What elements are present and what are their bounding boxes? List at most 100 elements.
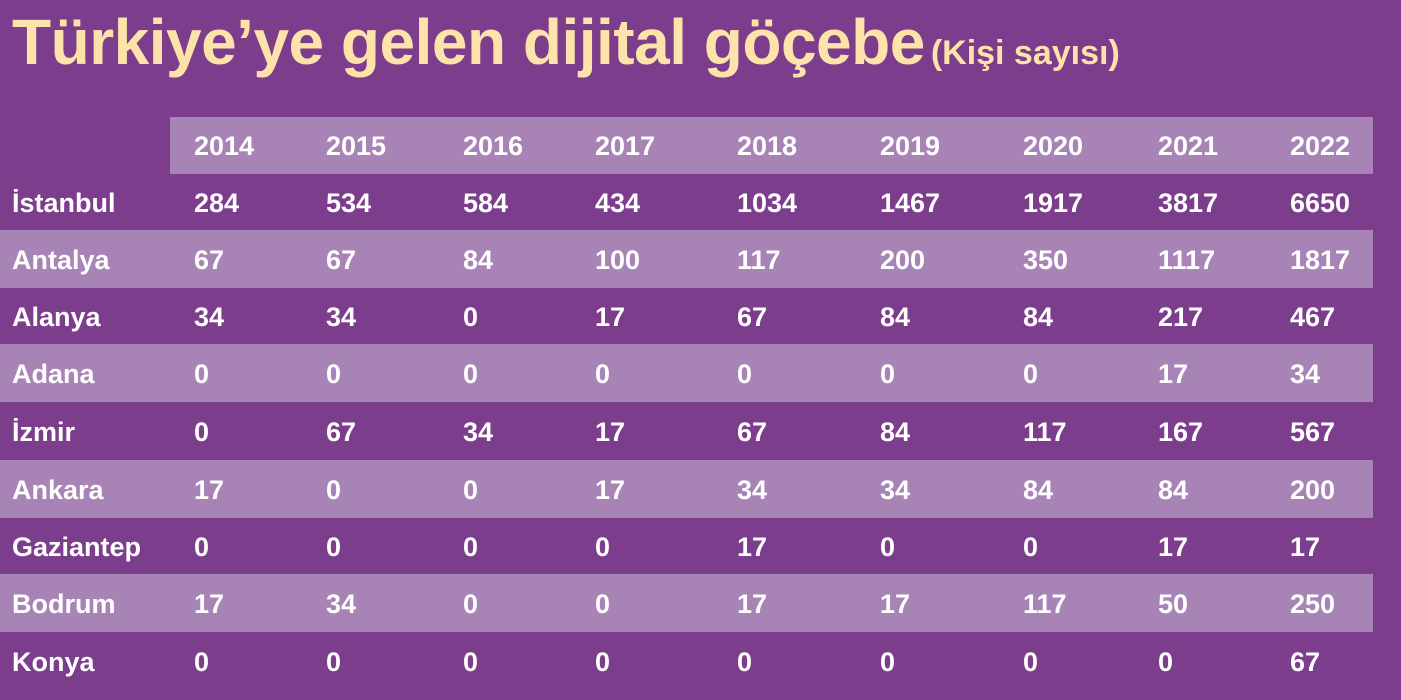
table-cell: 0 (880, 532, 896, 562)
table-cell: 350 (1023, 245, 1069, 275)
table-cell: 0 (1023, 359, 1039, 389)
table-cell: 17 (595, 302, 626, 332)
table-cell: 0 (595, 359, 611, 389)
table-cell: 167 (1158, 417, 1204, 447)
table-cell: 0 (595, 589, 611, 619)
table-cell: 0 (737, 647, 753, 677)
table-cell: 84 (880, 417, 911, 447)
table-cell: 0 (326, 359, 342, 389)
table-cell: 67 (194, 245, 225, 275)
table-cell: 6650 (1290, 188, 1351, 218)
table-cell: 34 (326, 302, 357, 332)
column-header: 2018 (737, 131, 798, 161)
table-cell: 34 (737, 475, 768, 505)
table-cell: 50 (1158, 589, 1189, 619)
row-label: Antalya (12, 245, 110, 275)
chart-title: Türkiye’ye gelen dijital göçebe (Kişi say… (12, 10, 1120, 74)
table-cell: 1034 (737, 188, 798, 218)
table-cell: 200 (1290, 475, 1336, 505)
table-cell: 0 (1023, 647, 1039, 677)
table-cell: 84 (463, 245, 494, 275)
table-cell: 0 (463, 532, 479, 562)
row-label: Adana (12, 359, 95, 389)
table-cell: 0 (463, 647, 479, 677)
table-cell: 567 (1290, 417, 1336, 447)
table-cell: 0 (880, 647, 896, 677)
table-cell: 67 (326, 417, 357, 447)
table-cell: 0 (194, 359, 210, 389)
table-cell: 0 (326, 475, 342, 505)
row-label: Bodrum (12, 589, 116, 619)
table-cell: 17 (595, 417, 626, 447)
table-cell: 34 (326, 589, 357, 619)
row-label: İzmir (12, 417, 76, 447)
row-label: İstanbul (12, 188, 116, 218)
table-cell: 0 (463, 302, 479, 332)
table-cell: 0 (194, 417, 210, 447)
table-cell: 0 (880, 359, 896, 389)
title-main: Türkiye’ye gelen dijital göçebe (12, 6, 925, 78)
table-cell: 584 (463, 188, 509, 218)
table-cell: 0 (1158, 647, 1174, 677)
table-cell: 67 (326, 245, 357, 275)
table-cell: 0 (463, 589, 479, 619)
table-cell: 17 (880, 589, 911, 619)
table-cell: 17 (595, 475, 626, 505)
table-cell: 67 (1290, 647, 1321, 677)
table-cell: 17 (194, 475, 225, 505)
table-cell: 34 (880, 475, 911, 505)
table-cell: 17 (737, 589, 768, 619)
column-header: 2017 (595, 131, 656, 161)
row-label: Gaziantep (12, 532, 142, 562)
table-cell: 34 (194, 302, 225, 332)
table-cell: 0 (326, 532, 342, 562)
table-cell: 0 (326, 647, 342, 677)
table-cell: 17 (1290, 532, 1321, 562)
table-cell: 84 (1023, 475, 1054, 505)
column-header: 2016 (463, 131, 524, 161)
table-cell: 34 (463, 417, 494, 447)
row-band (0, 574, 1373, 632)
column-header: 2014 (194, 131, 255, 161)
row-band (0, 344, 1373, 402)
table-cell: 0 (1023, 532, 1039, 562)
table-cell: 67 (737, 417, 768, 447)
table-cell: 284 (194, 188, 240, 218)
table-cell: 434 (595, 188, 641, 218)
row-label: Konya (12, 647, 95, 677)
table-cell: 3817 (1158, 188, 1219, 218)
table-cell: 250 (1290, 589, 1336, 619)
table-cell: 1817 (1290, 245, 1351, 275)
table-cell: 100 (595, 245, 641, 275)
column-header: 2020 (1023, 131, 1084, 161)
table-cell: 34 (1290, 359, 1321, 389)
table-cell: 67 (737, 302, 768, 332)
table-cell: 117 (737, 245, 781, 275)
table-cell: 467 (1290, 302, 1336, 332)
table-cell: 84 (1158, 475, 1189, 505)
table-cell: 0 (463, 359, 479, 389)
column-header: 2019 (880, 131, 941, 161)
table-cell: 17 (194, 589, 225, 619)
row-band (0, 460, 1373, 518)
table-cell: 117 (1023, 417, 1067, 447)
table-cell: 0 (737, 359, 753, 389)
table-cell: 17 (1158, 359, 1189, 389)
table-cell: 84 (1023, 302, 1054, 332)
table-cell: 0 (595, 532, 611, 562)
table-cell: 534 (326, 188, 372, 218)
table-cell: 200 (880, 245, 926, 275)
table-cell: 1117 (1158, 245, 1216, 275)
table-cell: 17 (737, 532, 768, 562)
column-header: 2021 (1158, 131, 1219, 161)
table-cell: 1917 (1023, 188, 1084, 218)
table-cell: 1467 (880, 188, 941, 218)
column-header: 2022 (1290, 131, 1351, 161)
table-cell: 84 (880, 302, 911, 332)
table-cell: 0 (194, 532, 210, 562)
row-label: Alanya (12, 302, 101, 332)
row-band (0, 230, 1373, 288)
table-cell: 17 (1158, 532, 1189, 562)
table-cell: 0 (194, 647, 210, 677)
